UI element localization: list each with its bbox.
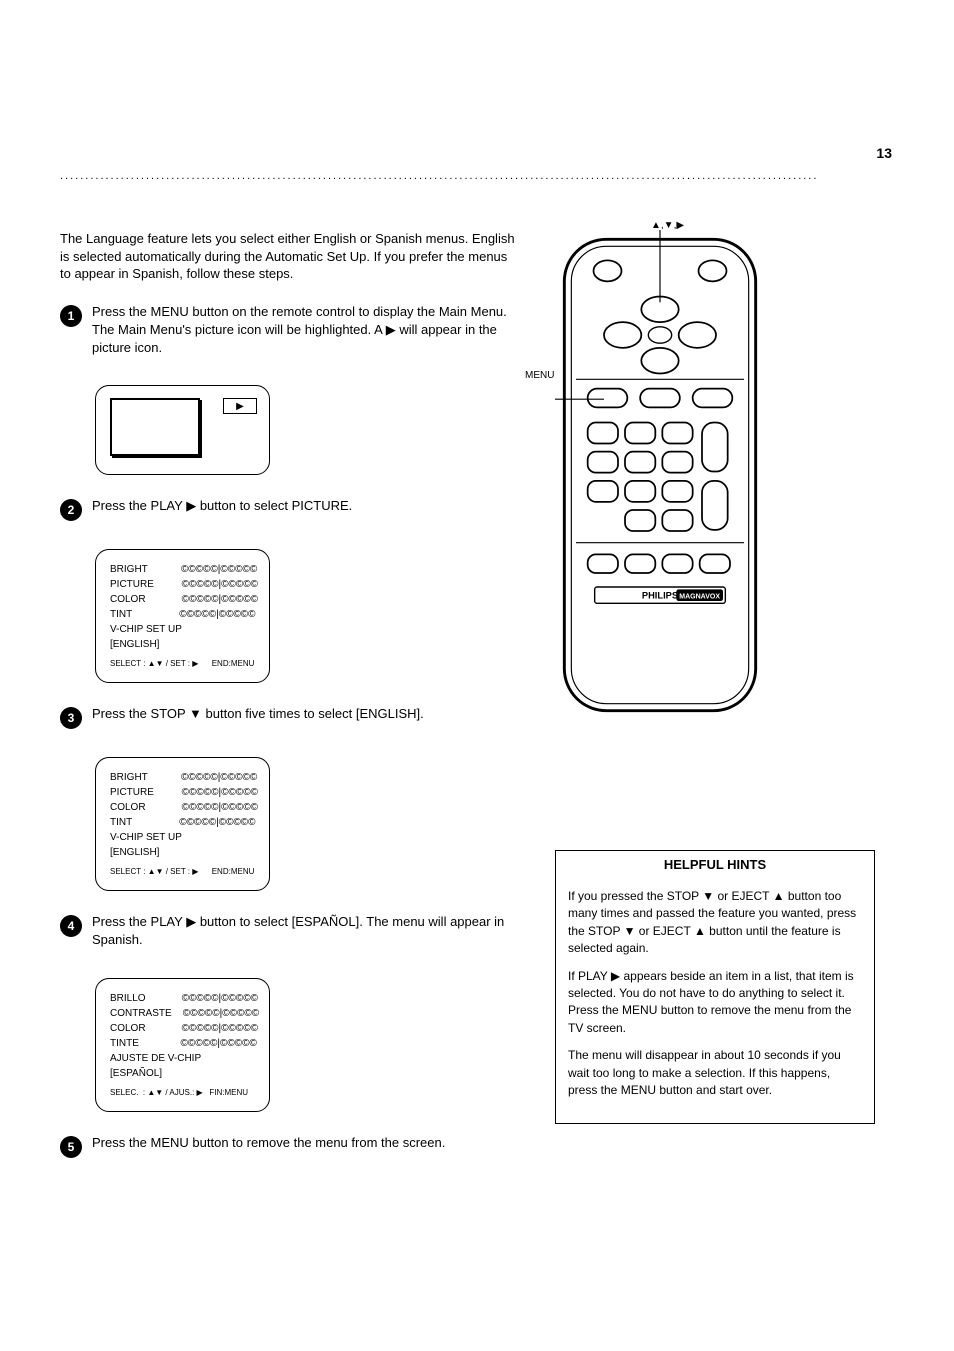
screen-english-menu: BRIGHT ©©©©©|©©©©© PICTURE ©©©©©|©©©©© C…: [95, 757, 270, 891]
menu-row: COLOR ©©©©©|©©©©©: [110, 592, 255, 607]
play-icon: ▶: [186, 498, 196, 513]
step-3-badge: 3: [60, 707, 82, 729]
menu-nav-row: SELECT : ▲▼ / SET : ▶ END:MENU: [110, 866, 255, 878]
menu-row: BRIGHT ©©©©©|©©©©©: [110, 562, 255, 577]
left-column: The Language feature lets you select eit…: [60, 230, 520, 1186]
step-2-badge: 2: [60, 499, 82, 521]
step-5-badge: 5: [60, 1136, 82, 1158]
help-p3: The menu will disappear in about 10 seco…: [568, 1047, 862, 1099]
step-4-text: Press the PLAY ▶ button to select [ESPAÑ…: [92, 913, 520, 949]
menu-row: PICTURE ©©©©©|©©©©©: [110, 577, 255, 592]
step-4: 4 Press the PLAY ▶ button to select [ESP…: [60, 913, 520, 949]
menu-row: [ESPAÑOL]: [110, 1066, 255, 1081]
helpful-hints-box: HELPFUL HINTS If you pressed the STOP ▼ …: [555, 850, 875, 1124]
page-number: 13: [876, 145, 892, 161]
step-3: 3 Press the STOP ▼ button five times to …: [60, 705, 520, 729]
step-1-text: Press the MENU button on the remote cont…: [92, 303, 520, 358]
remote-label-arrows: ▲,▼,▶: [651, 220, 684, 231]
picture-icon-rect: [110, 398, 200, 456]
menu-row: TINT ©©©©©|©©©©©: [110, 815, 255, 830]
step-4-badge: 4: [60, 915, 82, 937]
help-p1: If you pressed the STOP ▼ or EJECT ▲ but…: [568, 888, 862, 958]
step-1: 1 Press the MENU button on the remote co…: [60, 303, 520, 358]
menu-row: [ENGLISH]: [110, 845, 255, 860]
play-small-box: ▶: [223, 398, 257, 414]
menu-row: TINTE ©©©©©|©©©©©: [110, 1036, 255, 1051]
menu-row: AJUSTE DE V-CHIP: [110, 1051, 255, 1066]
svg-text:MAGNAVOX: MAGNAVOX: [679, 594, 720, 601]
step-1-badge: 1: [60, 305, 82, 327]
menu-row: COLOR ©©©©©|©©©©©: [110, 1021, 255, 1036]
up-icon: ▲: [694, 924, 706, 938]
right-column: ▲,▼,▶ MENU: [555, 230, 875, 1124]
hp2-a: If PLAY: [568, 969, 611, 983]
menu-row: V-CHIP SET UP: [110, 830, 255, 845]
step-3-text: Press the STOP ▼ button five times to se…: [92, 705, 424, 729]
menu-nav-row: SELECT : ▲▼ / SET : ▶ END:MENU: [110, 658, 255, 670]
step-5: 5 Press the MENU button to remove the me…: [60, 1134, 520, 1158]
screen-picture-menu: BRIGHT ©©©©©|©©©©© PICTURE ©©©©©|©©©©© C…: [95, 549, 270, 683]
up-icon: ▲: [773, 889, 785, 903]
step-5-text: Press the MENU button to remove the menu…: [92, 1134, 445, 1158]
play-icon: ▶: [186, 914, 196, 929]
menu-row: CONTRASTE ©©©©©|©©©©©: [110, 1006, 255, 1021]
play-icon: ▶: [611, 969, 620, 983]
screen-spanish-menu: BRILLO ©©©©©|©©©©© CONTRASTE ©©©©©|©©©©©…: [95, 978, 270, 1112]
play-icon: ▶: [236, 399, 244, 414]
svg-text:PHILIPS: PHILIPS: [642, 591, 678, 601]
step-2: 2 Press the PLAY ▶ button to select PICT…: [60, 497, 520, 521]
step-2-text: Press the PLAY ▶ button to select PICTUR…: [92, 497, 352, 521]
menu-row: TINT ©©©©©|©©©©©: [110, 607, 255, 622]
remote-label-menu: MENU: [525, 370, 554, 381]
screen-main-menu: ▶: [95, 385, 270, 475]
intro-text: The Language feature lets you select eit…: [60, 230, 520, 283]
remote-icon: PHILIPS MAGNAVOX: [555, 230, 765, 720]
menu-row: BRIGHT ©©©©©|©©©©©: [110, 770, 255, 785]
dotted-divider: ........................................…: [60, 170, 894, 182]
helpbox-title: HELPFUL HINTS: [556, 851, 874, 878]
step2-before: Press the PLAY: [92, 498, 186, 513]
step2-after: button to select PICTURE.: [200, 498, 352, 513]
help-p2: If PLAY ▶ appears beside an item in a li…: [568, 968, 862, 1038]
menu-row: BRILLO ©©©©©|©©©©©: [110, 991, 255, 1006]
hp1-a: If you pressed the STOP ▼ or EJECT: [568, 889, 773, 903]
play-icon: ▶: [386, 322, 396, 337]
menu-row: V-CHIP SET UP: [110, 622, 255, 637]
menu-row: PICTURE ©©©©©|©©©©©: [110, 785, 255, 800]
remote-diagram: ▲,▼,▶ MENU: [555, 230, 765, 725]
helpbox-body: If you pressed the STOP ▼ or EJECT ▲ but…: [556, 878, 874, 1123]
menu-row: COLOR ©©©©©|©©©©©: [110, 800, 255, 815]
menu-nav-row: SELEC. : ▲▼ / AJUS.: ▶ FIN:MENU: [110, 1087, 255, 1099]
menu-row: [ENGLISH]: [110, 637, 255, 652]
step4-before: Press the PLAY: [92, 914, 186, 929]
